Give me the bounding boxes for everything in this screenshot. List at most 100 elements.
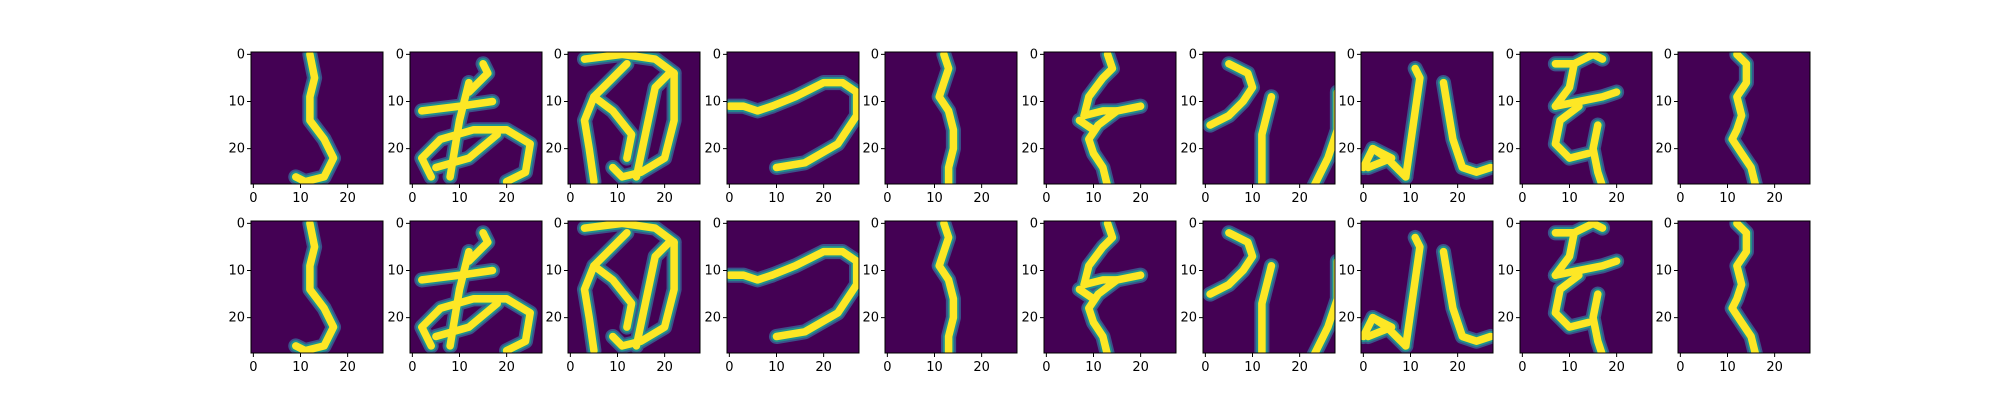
glyph-stroke	[768, 78, 859, 172]
glyph-stroke	[292, 173, 309, 184]
glyph-stroke	[1206, 229, 1257, 298]
glyph-strokes	[414, 225, 538, 353]
x-tick-label: 20	[339, 191, 356, 206]
glyph-stroke	[1085, 276, 1121, 353]
image-panel-r1-c3: 0 0 10 10 20 20	[704, 216, 860, 375]
glyph-stroke	[580, 221, 678, 246]
panel-frame	[726, 51, 860, 185]
y-tick-label: 0	[396, 216, 404, 231]
panel-frame	[567, 51, 701, 185]
image-panel-r0-c4: 0 0 10 10 20 20	[862, 47, 1018, 206]
glyph-strokes	[931, 221, 961, 353]
glyph-stroke	[580, 52, 678, 77]
glyph-strokes	[1724, 52, 1763, 184]
glyph-strokes	[1361, 60, 1493, 184]
y-tick-label: 10	[862, 95, 879, 110]
glyph-stroke	[1551, 221, 1607, 237]
panel-frame	[1202, 51, 1336, 185]
image-panel-r1-c5: 0 0 10 10 20 20	[1021, 216, 1177, 375]
x-tick-label: 0	[249, 191, 257, 206]
y-tick-label: 20	[1180, 142, 1197, 157]
y-tick-label: 10	[1655, 95, 1672, 110]
x-tick-label: 20	[656, 191, 673, 206]
panel-frame	[884, 51, 1018, 185]
glyph-strokes	[727, 244, 859, 345]
y-tick-label: 20	[228, 311, 245, 326]
glyph-stroke	[1551, 52, 1607, 68]
glyph-stroke	[768, 247, 859, 341]
image-panel-r0-c1: 0 0 10 10 20 20	[387, 47, 543, 206]
y-tick-label: 0	[396, 47, 404, 62]
glyph-stroke	[1075, 116, 1098, 134]
y-tick-label: 20	[704, 142, 721, 157]
x-tick-label: 0	[408, 360, 416, 375]
glyph-strokes	[1203, 225, 1335, 353]
glyph-stroke	[609, 238, 678, 350]
image-panel-r0-c0: 0 0 10 10 20 20	[228, 47, 384, 206]
glyph-stroke	[727, 271, 776, 284]
y-tick-label: 0	[1347, 216, 1355, 231]
y-tick-label: 0	[554, 47, 562, 62]
glyph-stroke	[1080, 102, 1145, 120]
panel-frame	[409, 220, 543, 354]
y-tick-label: 0	[1506, 216, 1514, 231]
x-tick-label: 10	[1402, 191, 1419, 206]
image-panel-r0-c2: 0 0 10 10 20 20	[545, 47, 701, 206]
glyph-strokes	[1203, 56, 1335, 184]
glyph-stroke	[465, 229, 492, 265]
panel-frame	[1677, 51, 1811, 185]
glyph-stroke	[1080, 271, 1145, 289]
glyph-stroke	[1080, 52, 1117, 120]
y-tick-label: 0	[1347, 47, 1355, 62]
glyph-strokes	[727, 75, 859, 176]
image-panel-r1-c2: 0 0 10 10 20 20	[545, 216, 701, 375]
x-tick-label: 20	[498, 360, 515, 375]
glyph-stroke	[1085, 107, 1121, 184]
panel-frame	[250, 220, 384, 354]
y-tick-label: 20	[862, 142, 879, 157]
x-tick-label: 10	[926, 360, 943, 375]
panel-frame	[250, 51, 384, 185]
y-tick-label: 0	[871, 216, 879, 231]
glyph-strokes	[931, 52, 961, 184]
y-tick-label: 10	[704, 95, 721, 110]
y-tick-label: 10	[1180, 264, 1197, 279]
glyph-strokes	[288, 221, 342, 353]
glyph-stroke	[465, 60, 492, 96]
x-tick-label: 0	[1518, 191, 1526, 206]
y-tick-label: 0	[237, 47, 245, 62]
panel-frame	[1202, 220, 1336, 354]
x-tick-label: 0	[1518, 360, 1526, 375]
x-tick-label: 20	[339, 360, 356, 375]
glyph-stroke	[632, 238, 674, 350]
y-tick-label: 0	[1030, 47, 1038, 62]
y-tick-label: 10	[1655, 264, 1672, 279]
glyph-stroke	[1080, 221, 1117, 289]
x-tick-label: 10	[1719, 360, 1736, 375]
glyph-stroke	[590, 93, 636, 162]
x-tick-label: 20	[815, 360, 832, 375]
x-tick-label: 20	[1132, 191, 1149, 206]
y-tick-label: 0	[1030, 216, 1038, 231]
x-tick-label: 20	[815, 191, 832, 206]
glyph-strokes	[1547, 221, 1625, 353]
y-tick-label: 10	[1338, 264, 1355, 279]
x-tick-label: 0	[1676, 191, 1684, 206]
glyph-stroke	[1310, 89, 1335, 184]
x-tick-label: 10	[1561, 360, 1578, 375]
panel-frame	[1360, 51, 1494, 185]
y-tick-label: 10	[1180, 95, 1197, 110]
x-tick-label: 20	[1132, 360, 1149, 375]
glyph-strokes	[1724, 221, 1763, 353]
x-tick-label: 10	[926, 191, 943, 206]
x-tick-label: 0	[1201, 191, 1209, 206]
glyph-stroke	[1402, 233, 1424, 350]
glyph-stroke	[1551, 271, 1593, 331]
x-tick-label: 10	[1244, 360, 1261, 375]
image-panel-r0-c9: 0 0 10 10 20 20	[1655, 47, 1811, 206]
panel-frame	[1043, 220, 1177, 354]
x-tick-label: 0	[725, 360, 733, 375]
image-panel-r0-c5: 0 0 10 10 20 20	[1021, 47, 1177, 206]
glyph-stroke	[1551, 88, 1621, 110]
y-tick-label: 20	[704, 311, 721, 326]
